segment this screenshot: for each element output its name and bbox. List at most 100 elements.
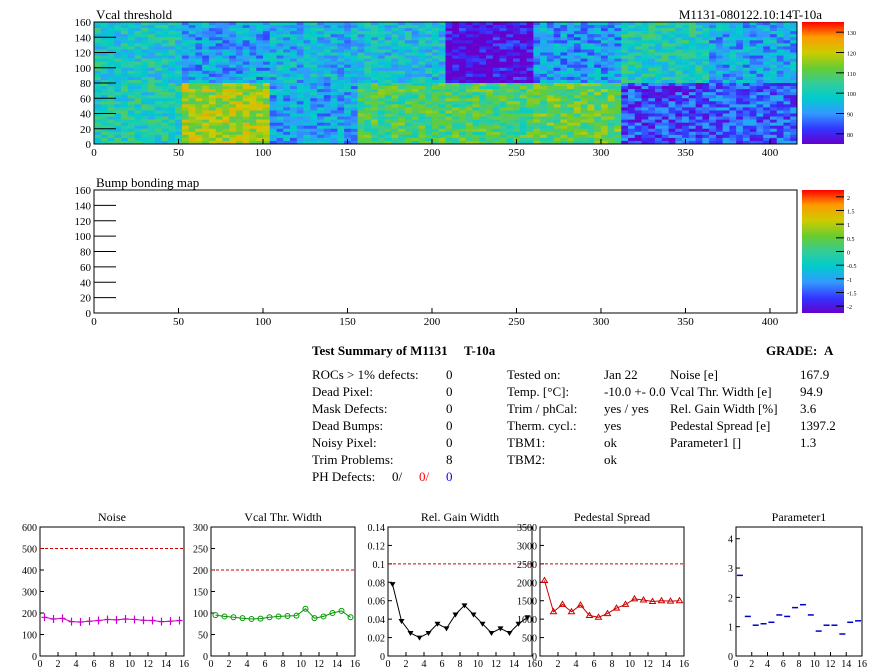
pixel-cell [688,22,696,26]
pixel-cell [749,43,757,47]
pixel-cell [317,125,325,130]
pixel-cell [154,43,162,47]
pixel-cell [742,95,750,99]
pixel-cell [729,134,737,139]
pixel-cell [317,122,325,126]
pixel-cell [526,122,534,126]
pixel-cell [479,104,487,108]
pixel-cell [614,34,622,38]
pixel-cell [614,122,622,126]
pixel-cell [783,31,791,35]
pixel-cell [148,83,156,87]
pixel-cell [404,125,412,130]
pixel-cell [506,137,514,142]
pixel-cell [452,86,460,90]
pixel-cell [513,116,521,120]
pixel-cell [580,122,588,126]
pixel-cell [519,86,527,90]
pixel-cell [587,116,595,120]
pixel-cell [134,119,142,123]
pixel-cell [181,113,189,117]
pixel-cell [486,89,494,93]
pixel-cell [283,31,291,35]
pixel-cell [445,89,453,93]
pixel-cell [357,76,365,81]
z-tick-label: -2 [847,305,852,311]
pixel-cell [573,116,581,120]
pixel-cell [256,101,264,105]
pixel-cell [371,79,379,84]
pixel-cell [567,70,575,75]
pixel-cell [290,31,298,35]
pixel-cell [540,128,548,133]
pixel-cell [675,104,683,108]
pixel-cell [161,25,169,29]
y-tick-label: 0 [728,652,733,663]
pixel-cell [499,113,507,117]
x-tick-label: 2 [227,659,232,670]
pixel-cell [736,122,744,126]
pixel-cell [208,73,216,78]
pixel-cell [229,52,237,56]
pixel-cell [749,128,757,133]
pixel-cell [688,83,696,87]
pixel-cell [100,61,108,65]
pixel-cell [398,70,406,75]
pixel-cell [668,55,676,59]
pixel-cell [486,113,494,117]
pixel-cell [337,116,345,120]
pixel-cell [377,113,385,117]
pixel-cell [722,55,730,59]
pixel-cell [418,31,426,35]
pixel-cell [459,25,467,29]
pixel-cell [526,40,534,44]
pixel-cell [276,58,284,62]
pixel-cell [188,104,196,108]
pixel-cell [296,131,304,136]
pixel-cell [276,70,284,75]
pixel-cell [682,64,690,69]
pixel-cell [492,89,500,93]
pixel-cell [675,92,683,96]
pixel-cell [215,122,223,126]
pixel-cell [688,95,696,99]
pixel-cell [472,67,480,72]
pixel-cell [269,101,277,105]
pixel-cell [573,107,581,111]
pixel-cell [188,98,196,102]
pixel-cell [418,64,426,69]
pixel-cell [107,31,115,35]
pixel-cell [195,110,203,114]
pixel-cell [655,28,663,32]
pixel-cell [533,25,541,29]
pixel-cell [749,134,757,139]
pixel-cell [668,34,676,38]
pixel-cell [276,140,284,145]
pixel-cell [283,25,291,29]
pixel-cell [404,67,412,72]
pixel-cell [371,22,379,26]
pixel-cell [317,73,325,78]
pixel-cell [431,116,440,120]
pixel-cell [317,79,325,84]
pixel-cell [736,101,744,105]
pixel-cell [729,70,737,75]
pixel-cell [323,49,331,53]
pixel-cell [181,104,189,108]
pixel-cell [398,46,406,50]
pixel-cell [763,95,771,99]
pixel-cell [729,79,737,84]
pixel-cell [621,61,629,65]
pixel-cell [371,104,379,108]
pixel-cell [736,40,744,44]
pixel-cell [303,25,311,29]
pixel-cell [350,31,358,35]
pixel-cell [641,134,649,139]
pixel-cell [702,46,710,50]
pixel-cell [411,125,419,130]
pixel-cell [452,40,460,44]
pixel-cell [486,110,494,114]
pixel-cell [573,64,581,69]
pixel-cell [249,104,257,108]
pixel-cell [513,86,521,90]
